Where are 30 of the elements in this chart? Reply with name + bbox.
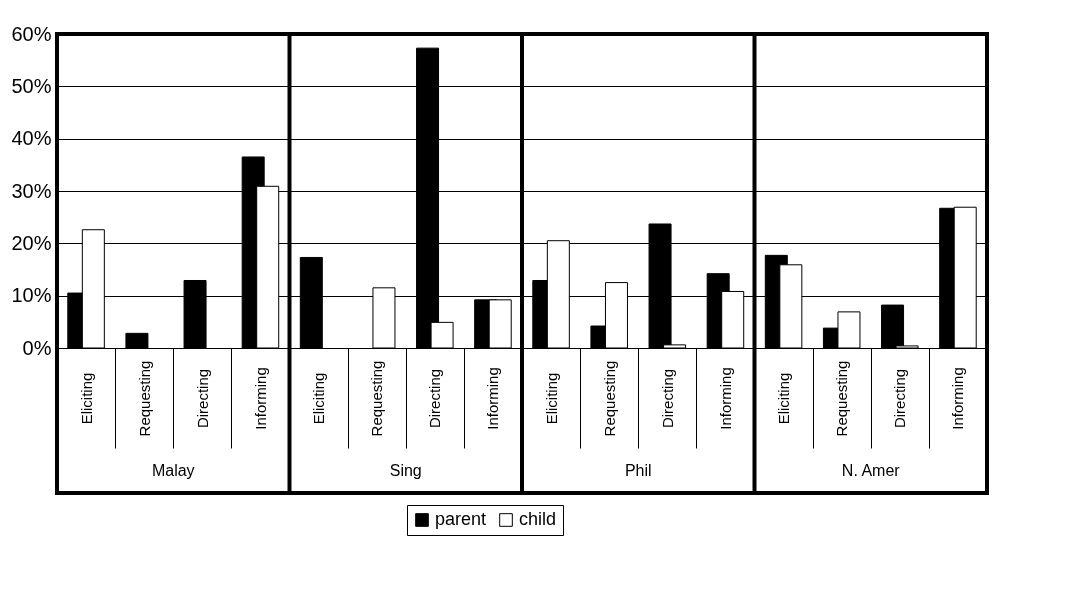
text: Phil bbox=[624, 462, 652, 479]
x-tick-label: Informing bbox=[949, 367, 967, 430]
y-tick-label: 40% bbox=[11, 127, 52, 150]
y-tick-label: 50% bbox=[11, 74, 52, 97]
x-tick-label: Informing bbox=[484, 367, 502, 430]
x-tick-label: Eliciting bbox=[310, 372, 328, 425]
x-tick-label: Directing bbox=[891, 368, 909, 429]
legend-label: parent bbox=[435, 509, 487, 529]
x-tick-label: Directing bbox=[193, 368, 211, 429]
x-tick-label: Directing bbox=[658, 368, 676, 429]
y-tick-label: 30% bbox=[11, 179, 52, 202]
y-tick-label: 60% bbox=[11, 22, 52, 45]
text: Sing bbox=[389, 462, 422, 479]
x-tick-label: Directing bbox=[426, 368, 444, 429]
x-tick-label: Requesting bbox=[600, 360, 618, 437]
x-tick-label: Requesting bbox=[368, 360, 386, 437]
bar bbox=[125, 332, 149, 349]
legend-label: child bbox=[519, 509, 557, 529]
x-tick-label: Informing bbox=[251, 367, 269, 430]
text: Malay bbox=[151, 462, 195, 479]
text: N. Amer bbox=[841, 462, 901, 479]
y-tick-label: 10% bbox=[11, 284, 52, 307]
y-tick-label: 20% bbox=[11, 231, 52, 254]
x-tick-label: Eliciting bbox=[542, 372, 560, 425]
y-tick-label: 0% bbox=[22, 336, 52, 359]
x-tick-label: Informing bbox=[716, 367, 734, 430]
x-tick-label: Requesting bbox=[135, 360, 153, 437]
x-tick-label: Requesting bbox=[833, 360, 851, 437]
x-tick-label: Eliciting bbox=[775, 372, 793, 425]
x-tick-label: Eliciting bbox=[77, 372, 95, 425]
